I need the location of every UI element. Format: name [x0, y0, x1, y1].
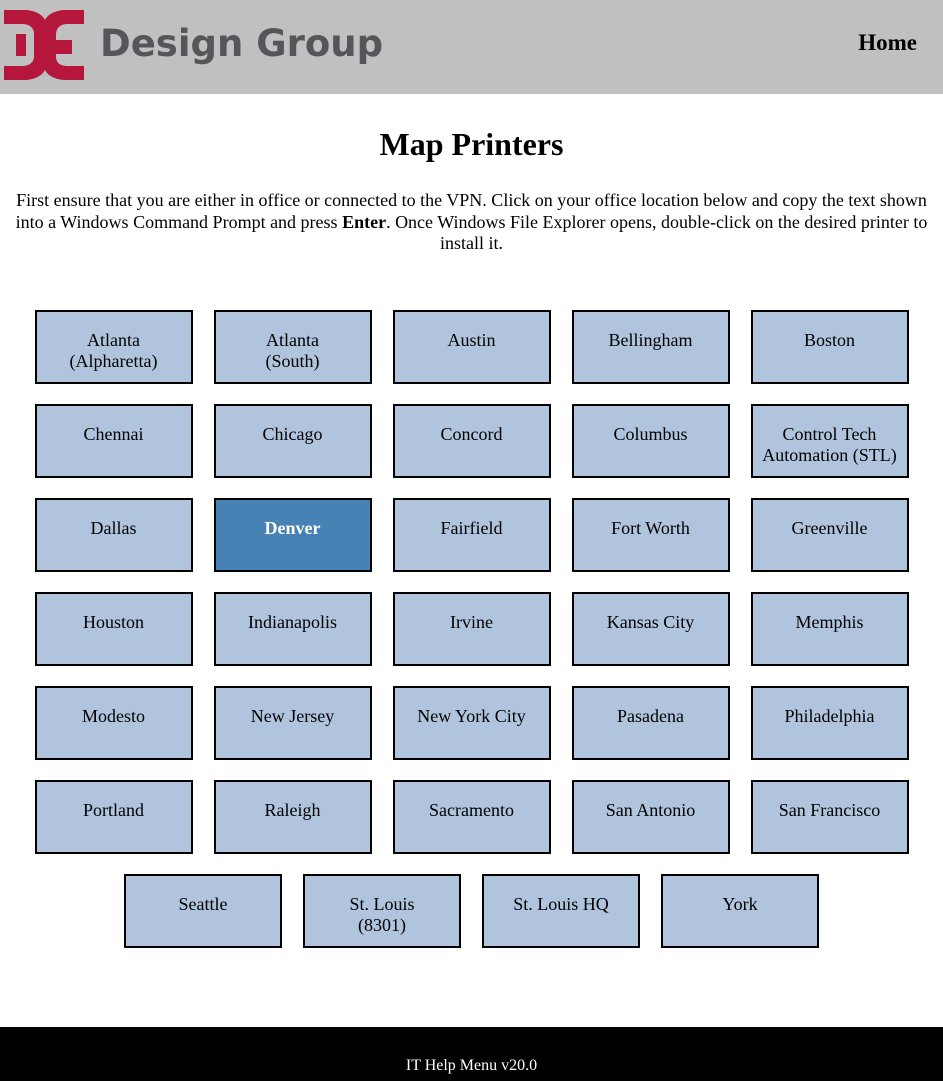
office-location-label: New Jersey	[250, 706, 335, 726]
office-location-label: Bellingham	[608, 330, 693, 350]
office-location-button[interactable]: Fort Worth	[571, 498, 730, 572]
office-location-label: St. Louis (8301)	[349, 894, 415, 935]
brand-name: Design Group	[100, 21, 384, 65]
office-location-button[interactable]: San Francisco	[750, 780, 909, 854]
intro-text-part-2: . Once Windows File Explorer opens, doub…	[386, 211, 928, 254]
dg-logo-mark-icon	[4, 10, 84, 80]
office-location-button[interactable]: San Antonio	[571, 780, 730, 854]
office-location-button[interactable]: Fairfield	[392, 498, 551, 572]
office-location-label: Fort Worth	[611, 518, 690, 538]
page-title: Map Printers	[379, 126, 564, 162]
office-location-button[interactable]: Concord	[392, 404, 551, 478]
location-row: Atlanta (Alpharetta) Atlanta (South) Austi…	[0, 310, 943, 384]
intro-enter-key: Enter	[342, 211, 387, 232]
office-location-button[interactable]: Memphis	[750, 592, 909, 666]
office-location-button[interactable]: Greenville	[750, 498, 909, 572]
office-location-label: New York City	[417, 706, 526, 726]
office-location-label: Austin	[447, 330, 496, 350]
office-location-button[interactable]: St. Louis HQ	[482, 874, 640, 948]
office-location-label: Fairfield	[440, 518, 503, 538]
office-location-button[interactable]: Austin	[392, 310, 551, 384]
office-location-button[interactable]: Kansas City	[571, 592, 730, 666]
office-location-label: Memphis	[795, 612, 864, 632]
location-row: Portland Raleigh Sacramento San Antonio San …	[0, 780, 943, 854]
location-row: Modesto New Jersey New York City Pasadena Ph…	[0, 686, 943, 760]
office-location-label: Atlanta (South)	[265, 330, 320, 371]
office-location-button[interactable]: Control Tech Automation (STL)	[750, 404, 909, 478]
office-location-label: San Francisco	[778, 800, 881, 820]
office-location-button[interactable]: Irvine	[392, 592, 551, 666]
office-location-button[interactable]: St. Louis (8301)	[303, 874, 461, 948]
office-location-label: Concord	[440, 424, 503, 444]
office-location-label: St. Louis HQ	[513, 894, 609, 914]
office-location-label: Pasadena	[617, 706, 684, 726]
office-location-button[interactable]: Chennai	[34, 404, 193, 478]
office-location-label: Raleigh	[264, 800, 321, 820]
location-row: Dallas Denver Fairfield Fort Worth Greenvill…	[0, 498, 943, 572]
office-location-label: York	[722, 894, 758, 914]
office-location-button[interactable]: Seattle	[124, 874, 282, 948]
office-location-label: Denver	[264, 518, 321, 538]
office-location-button[interactable]: Houston	[34, 592, 193, 666]
footer-version-text: IT Help Menu v20.0	[405, 1057, 538, 1074]
office-location-button[interactable]: Indianapolis	[213, 592, 372, 666]
office-location-label: Columbus	[613, 424, 688, 444]
office-location-button[interactable]: Raleigh	[213, 780, 372, 854]
office-location-label: Philadelphia	[784, 706, 875, 726]
office-location-button[interactable]: Pasadena	[571, 686, 730, 760]
intro-instructions: First ensure that you are either in offi…	[8, 190, 935, 255]
office-location-button[interactable]: Chicago	[213, 404, 372, 478]
office-location-button[interactable]: Atlanta (Alpharetta)	[34, 310, 193, 384]
office-location-button[interactable]: Bellingham	[571, 310, 730, 384]
office-location-label: Kansas City	[606, 612, 695, 632]
site-header: Design Group Home	[0, 0, 943, 94]
office-location-button[interactable]: New York City	[392, 686, 551, 760]
office-location-label: Boston	[803, 330, 855, 350]
site-footer: IT Help Menu v20.0	[0, 1027, 943, 1081]
company-logo[interactable]: Design Group	[4, 10, 383, 80]
office-location-label: Control Tech Automation (STL)	[762, 424, 897, 465]
office-location-label: Dallas	[90, 518, 137, 538]
location-row: Seattle St. Louis (8301) St. Louis HQ York	[0, 874, 943, 948]
office-location-button[interactable]: Portland	[34, 780, 193, 854]
home-link[interactable]: Home	[858, 30, 917, 55]
office-location-label: Chicago	[262, 424, 323, 444]
office-location-label: Chennai	[83, 424, 144, 444]
office-location-button[interactable]: Boston	[750, 310, 909, 384]
office-location-button[interactable]: Denver	[213, 498, 372, 572]
office-location-button[interactable]: York	[661, 874, 819, 948]
office-location-button[interactable]: Dallas	[34, 498, 193, 572]
office-location-button[interactable]: Sacramento	[392, 780, 551, 854]
office-location-label: Irvine	[450, 612, 493, 632]
office-location-button[interactable]: Philadelphia	[750, 686, 909, 760]
office-location-button[interactable]: Atlanta (South)	[213, 310, 372, 384]
office-location-button[interactable]: New Jersey	[213, 686, 372, 760]
office-location-button[interactable]: Modesto	[34, 686, 193, 760]
office-location-label: Portland	[83, 800, 144, 820]
office-location-label: Greenville	[791, 518, 868, 538]
location-row: Chennai Chicago Concord Columbus Control Tec…	[0, 404, 943, 478]
office-location-label: Indianapolis	[248, 612, 337, 632]
office-location-label: Modesto	[82, 706, 145, 726]
office-location-label: Atlanta (Alpharetta)	[69, 330, 158, 371]
intro-text-part-1: First ensure that you are either in offi…	[15, 190, 927, 232]
location-row: Houston Indianapolis Irvine Kansas City Memp…	[0, 592, 943, 666]
office-location-label: Sacramento	[429, 800, 514, 820]
office-location-label: Houston	[82, 612, 144, 632]
office-location-label: San Antonio	[605, 800, 696, 820]
office-location-button[interactable]: Columbus	[571, 404, 730, 478]
office-location-label: Seattle	[178, 894, 228, 914]
